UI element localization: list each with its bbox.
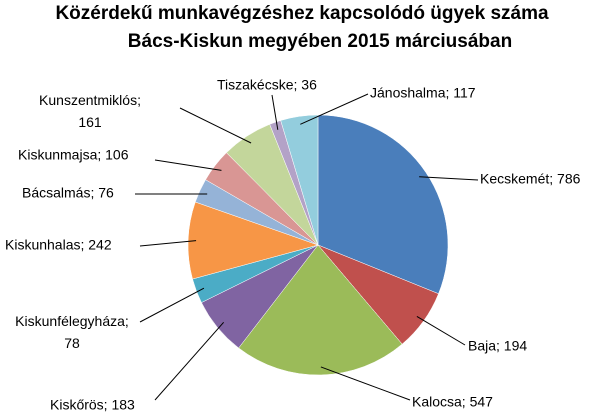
data-label-line: 78: [64, 335, 80, 351]
data-label: Kiskunfélegyháza; 78: [15, 313, 129, 351]
data-label: Kecskemét; 786: [480, 171, 581, 187]
data-label: Kiskunmajsa; 106: [18, 147, 129, 163]
pie-slice: [238, 244, 403, 376]
pie-slice: [280, 114, 319, 246]
data-label: Kalocsa; 547: [412, 394, 493, 410]
leader-line: [419, 176, 479, 181]
data-label: Kiskőrös; 183: [50, 397, 135, 413]
leader-line: [320, 366, 411, 401]
data-label: Kiskunhalas; 242: [5, 237, 112, 253]
data-label-line: 161: [78, 114, 102, 130]
data-label: Bácsalmás; 76: [22, 185, 114, 201]
chart-title: Bács-Kiskun megyében 2015 márciusában: [128, 31, 512, 52]
leader-line: [179, 107, 252, 144]
leader-line: [416, 316, 466, 346]
leader-line: [154, 159, 222, 171]
pie-slice: [187, 201, 319, 280]
data-label-line: Kiskunfélegyháza;: [15, 313, 129, 329]
data-label: Tiszakécske; 36: [217, 77, 317, 93]
leader-line: [139, 287, 205, 323]
data-label: Kunszentmiklós; 161: [39, 92, 141, 130]
leader-line: [300, 93, 369, 125]
data-label-line: Kunszentmiklós;: [39, 92, 141, 108]
leader-line: [139, 240, 197, 247]
data-label: Baja; 194: [468, 338, 527, 354]
data-label: Jánoshalma; 117: [370, 85, 476, 101]
pie-slice: [317, 114, 449, 295]
leader-line: [271, 94, 279, 130]
chart-title: Közérdekű munkavégzéshez kapcsolódó ügye…: [55, 3, 549, 24]
leader-line: [154, 321, 225, 401]
